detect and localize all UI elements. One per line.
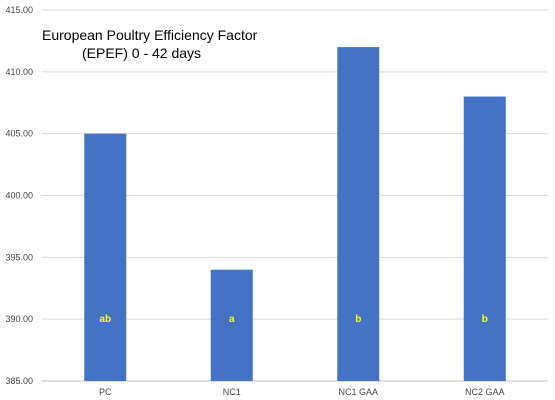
bars	[84, 47, 506, 382]
y-tick-label: 410.00	[5, 67, 33, 77]
y-axis-tick-labels: 385.00 390.00 395.00 400.00 405.00 410.00 415.…	[5, 5, 33, 386]
y-tick-label: 385.00	[5, 376, 33, 386]
x-tick-label: NC1 GAA	[338, 387, 378, 397]
chart-title-line-1: European Poultry Efficiency Factor	[42, 27, 258, 43]
bar	[84, 133, 127, 381]
y-tick-label: 390.00	[5, 314, 33, 324]
bar	[210, 269, 253, 381]
y-tick-label: 395.00	[5, 252, 33, 262]
x-tick-label: PC	[99, 387, 112, 397]
x-tick-label: NC2 GAA	[465, 387, 505, 397]
bar	[463, 96, 506, 382]
y-tick-label: 400.00	[5, 191, 33, 201]
significance-labels: ab a b b	[99, 314, 487, 325]
y-tick-label: 405.00	[5, 129, 33, 139]
chart-title-line-2: (EPEF) 0 - 42 days	[82, 45, 201, 61]
y-tick-label: 415.00	[5, 5, 33, 15]
bar	[337, 47, 380, 381]
significance-label: b	[355, 314, 361, 325]
significance-label: b	[482, 314, 488, 325]
x-tick-label: NC1	[223, 387, 241, 397]
significance-label: ab	[99, 314, 111, 325]
significance-label: a	[229, 314, 235, 325]
grid-lines	[42, 9, 548, 382]
x-axis-tick-labels: PC NC1 NC1 GAA NC2 GAA	[99, 387, 505, 397]
